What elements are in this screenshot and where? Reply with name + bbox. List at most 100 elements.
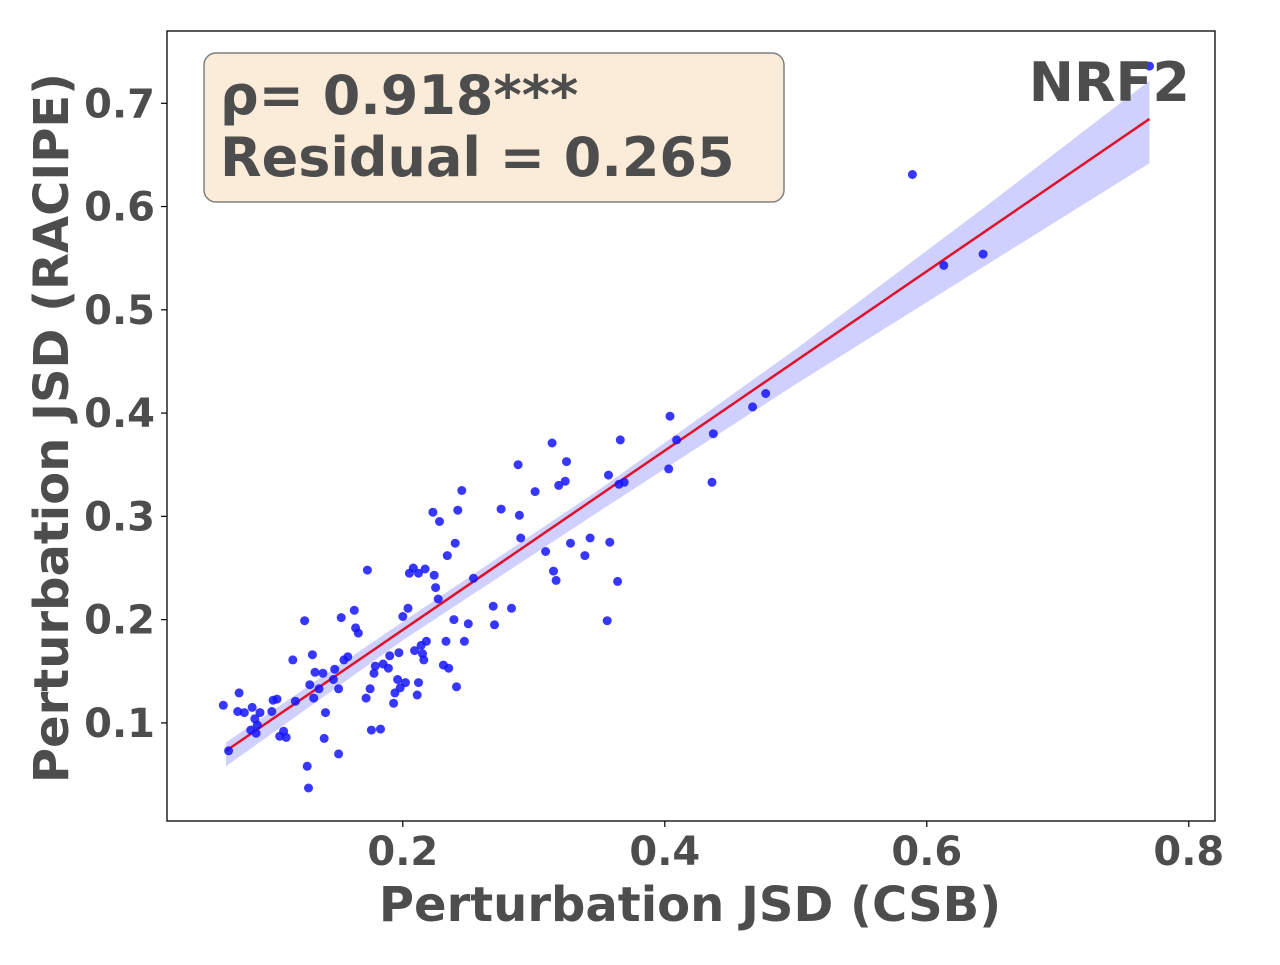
data-point — [234, 688, 244, 698]
stat-box: ρ= 0.918*** Residual = 0.265 — [203, 52, 785, 203]
data-point — [288, 655, 298, 665]
data-point — [605, 537, 615, 547]
y-tick-label: 0.2 — [84, 598, 155, 644]
data-point — [978, 249, 988, 259]
panel-label: NRF2 — [1029, 51, 1190, 114]
data-point — [349, 605, 359, 615]
data-point — [309, 693, 319, 703]
x-tick-label: 0.2 — [367, 829, 438, 875]
data-point — [490, 620, 499, 630]
data-point — [459, 636, 469, 646]
data-point — [604, 470, 613, 480]
data-point — [362, 565, 372, 575]
data-point — [353, 628, 363, 638]
data-point — [318, 668, 328, 678]
regression-line — [225, 117, 1151, 752]
data-point — [748, 402, 758, 412]
data-point — [224, 746, 234, 756]
data-point — [255, 708, 265, 718]
data-point — [613, 576, 623, 586]
data-point — [307, 650, 317, 660]
data-point — [376, 724, 385, 734]
data-point — [513, 460, 523, 470]
data-point — [580, 551, 590, 561]
data-point — [414, 678, 423, 688]
data-point — [457, 486, 467, 495]
data-point — [305, 680, 315, 690]
data-point — [560, 476, 570, 486]
plot-frame — [166, 30, 1216, 822]
data-point — [343, 652, 353, 662]
data-point — [530, 487, 540, 497]
y-tick-label: 0.3 — [84, 494, 155, 540]
y-tick-label: 0.6 — [84, 185, 155, 231]
data-point — [361, 693, 371, 703]
data-point — [321, 708, 330, 718]
data-point — [551, 575, 561, 585]
data-point — [334, 749, 344, 759]
y-tick-label: 0.7 — [84, 81, 155, 127]
data-point — [708, 429, 718, 439]
data-point — [383, 663, 393, 673]
data-point — [488, 601, 498, 611]
confidence-band — [225, 80, 1150, 767]
data-point — [665, 411, 675, 421]
data-point — [310, 667, 320, 677]
data-point — [453, 505, 463, 515]
data-point — [562, 457, 571, 467]
x-tick-label: 0.8 — [1153, 829, 1224, 875]
data-point — [410, 646, 420, 656]
data-point — [403, 603, 413, 613]
data-point — [319, 733, 329, 743]
data-point — [496, 504, 506, 514]
y-tick-label: 0.4 — [84, 391, 155, 437]
data-point — [300, 616, 310, 626]
data-point — [414, 568, 423, 578]
data-point — [334, 684, 344, 694]
data-point — [707, 477, 717, 487]
y-tick-label: 0.1 — [84, 701, 155, 747]
data-point — [449, 615, 459, 625]
data-point — [429, 570, 439, 580]
confidence-band-layer — [225, 80, 1150, 767]
data-point — [441, 636, 451, 646]
data-point — [907, 170, 917, 179]
data-point — [420, 564, 430, 574]
data-point — [252, 720, 262, 730]
data-point — [549, 566, 558, 576]
data-point — [566, 538, 575, 548]
fit-line-layer — [225, 117, 1151, 752]
data-point — [602, 616, 612, 626]
data-point — [281, 732, 291, 742]
data-point — [218, 700, 228, 710]
data-points-layer — [218, 61, 1154, 793]
data-point — [435, 517, 444, 526]
y-axis-label: Perturbation JSD (RACIPE) — [24, 73, 80, 783]
data-point — [370, 661, 380, 671]
data-point — [239, 708, 249, 718]
data-point — [419, 655, 429, 665]
data-point — [336, 613, 346, 623]
data-point — [314, 684, 324, 694]
data-point — [516, 533, 526, 543]
data-point — [442, 551, 452, 561]
data-point — [541, 547, 551, 556]
data-point — [393, 675, 403, 684]
data-point — [385, 651, 395, 661]
data-point — [328, 675, 338, 684]
data-point — [394, 648, 404, 658]
residual-text: Residual = 0.265 — [220, 126, 735, 189]
data-point — [664, 464, 674, 474]
data-point — [398, 612, 408, 621]
data-point — [369, 668, 379, 678]
data-point — [389, 698, 399, 708]
y-axis-ticks: 0.1 0.2 0.3 0.4 0.5 0.6 0.7 — [84, 81, 167, 747]
data-point — [619, 477, 629, 487]
data-point — [615, 435, 625, 445]
data-point — [547, 438, 557, 448]
x-tick-label: 0.6 — [891, 829, 962, 875]
data-point — [672, 435, 682, 445]
data-point — [272, 694, 282, 704]
